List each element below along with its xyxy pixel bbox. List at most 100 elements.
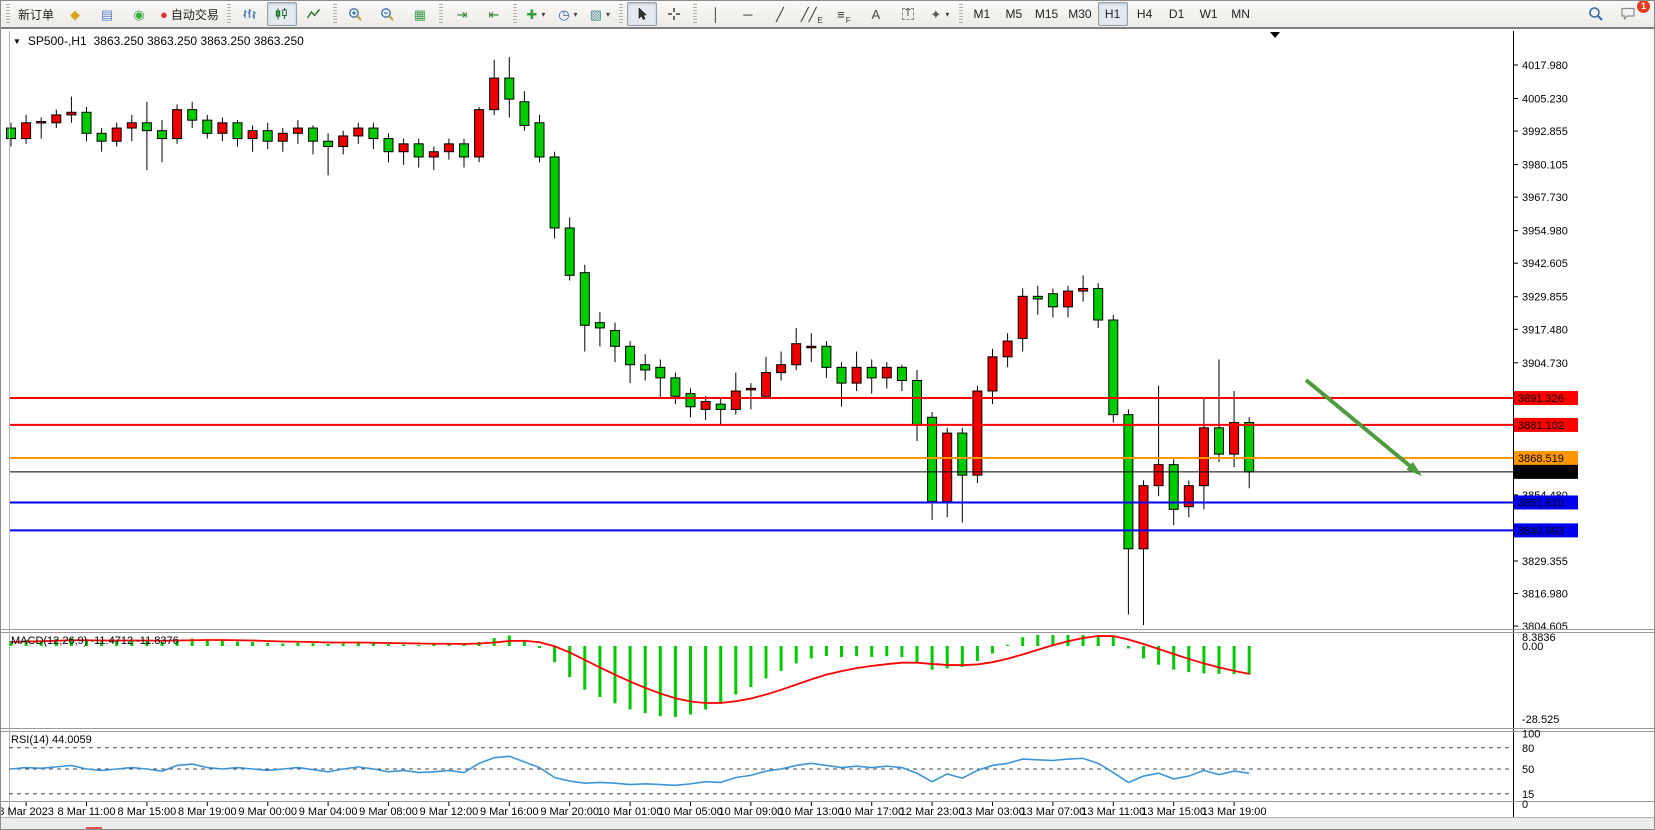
- svg-text:10 Mar 09:00: 10 Mar 09:00: [718, 806, 783, 818]
- timeframe-d1-button-label: D1: [1168, 7, 1185, 21]
- svg-text:0: 0: [1522, 799, 1528, 811]
- arrows-shapes-button[interactable]: ✦ ▾: [925, 2, 955, 26]
- dropdown-caret-icon[interactable]: ▾: [606, 9, 611, 19]
- svg-text:3980.105: 3980.105: [1522, 160, 1568, 172]
- timeframe-m30-button-label: M30: [1068, 7, 1092, 21]
- candles-icon: [274, 7, 289, 21]
- rsi-indicator-label: RSI(14) 44.0059: [11, 734, 92, 746]
- svg-text:3942.605: 3942.605: [1522, 258, 1568, 270]
- timeframe-m5-button[interactable]: M5: [999, 2, 1029, 26]
- timeframe-mn-button[interactable]: MN: [1226, 2, 1256, 26]
- new-chart-button[interactable]: ✚ ▾: [521, 2, 551, 26]
- price-axis[interactable]: 4017.980 4005.230 3992.855 3980.105 3967.730…: [1513, 31, 1579, 817]
- timeframe-h4-button[interactable]: H4: [1130, 2, 1160, 26]
- timeframe-h1-button-label: H1: [1104, 7, 1121, 21]
- order-history-icon[interactable]: ◆: [60, 2, 90, 26]
- signal-icon[interactable]: ◉: [124, 2, 154, 26]
- svg-text:3904.730: 3904.730: [1522, 358, 1568, 370]
- timeframe-m1-button[interactable]: M1: [967, 2, 997, 26]
- svg-text:13 Mar 03:00: 13 Mar 03:00: [960, 806, 1025, 818]
- auto-scroll-glyph-icon: ⇤: [488, 6, 500, 22]
- bar-chart-button[interactable]: [235, 2, 265, 26]
- zoomin-icon: [348, 7, 363, 22]
- timeframe-h4-button-label: H4: [1136, 7, 1153, 21]
- svg-text:3816.980: 3816.980: [1522, 589, 1568, 601]
- period-clock-glyph-icon: ◷: [558, 6, 570, 22]
- auto-scroll-button[interactable]: ⇤: [479, 2, 509, 26]
- autotrading-button-label: 自动交易: [170, 7, 219, 22]
- zoomout-icon: [380, 7, 395, 22]
- timeframe-mn-button-label: MN: [1231, 7, 1250, 21]
- chart-window-icon[interactable]: ▤: [92, 2, 122, 26]
- timeframe-m15-button[interactable]: M15: [1031, 2, 1062, 26]
- time-axis[interactable]: 8 Mar 2023 8 Mar 11:00 8 Mar 15:00 8 Mar 19…: [1, 802, 1267, 818]
- svg-text:8 Mar 11:00: 8 Mar 11:00: [58, 806, 116, 818]
- chart-quotes: 3863.250 3863.250 3863.250 3863.250: [93, 34, 304, 48]
- toolbar-grip: [512, 4, 517, 24]
- period-clock-button[interactable]: ◷ ▾: [553, 2, 583, 26]
- trendline-button[interactable]: ╱: [765, 2, 795, 26]
- notifications-button[interactable]: [1613, 2, 1643, 26]
- dropdown-caret-icon[interactable]: ▾: [573, 9, 578, 19]
- svg-text:13 Mar 19:00: 13 Mar 19:00: [1202, 806, 1267, 818]
- macd-indicator-label: MACD(12,26,9) -11.4712 -11.8376: [11, 635, 179, 647]
- svg-text:3863.250: 3863.250: [1518, 467, 1564, 479]
- svg-text:13 Mar 07:00: 13 Mar 07:00: [1020, 806, 1085, 818]
- tile-windows-button[interactable]: ▦: [405, 2, 435, 26]
- svg-text:3881.102: 3881.102: [1518, 420, 1564, 432]
- candlestick-chart-button[interactable]: [266, 2, 297, 26]
- arrows-shapes-glyph-icon: ✦: [930, 6, 942, 22]
- dropdown-caret-icon[interactable]: ▾: [541, 9, 546, 19]
- horizontal-line-button[interactable]: ─: [733, 2, 763, 26]
- svg-text:3829.355: 3829.355: [1522, 556, 1568, 568]
- template-glyph-icon: ▧: [589, 6, 603, 22]
- new-order-button[interactable]: 新订单: [14, 2, 58, 26]
- dropdown-caret-icon[interactable]: ▾: [945, 9, 950, 19]
- svg-text:8 Mar 2023: 8 Mar 2023: [1, 806, 54, 818]
- svg-text:3804.605: 3804.605: [1522, 621, 1568, 633]
- timeframe-w1-button[interactable]: W1: [1194, 2, 1224, 26]
- timeframe-h1-button[interactable]: H1: [1097, 2, 1128, 26]
- timeframe-m15-button-label: M15: [1034, 7, 1059, 21]
- line-chart-button[interactable]: [299, 2, 329, 26]
- svg-text:8.3836: 8.3836: [1522, 632, 1556, 644]
- autotrading-button[interactable]: ● 自动交易: [156, 2, 223, 26]
- order-history-icon-glyph-icon: ◆: [70, 6, 81, 22]
- template-button[interactable]: ▧ ▾: [585, 2, 615, 26]
- tile-windows-glyph-icon: ▦: [413, 6, 427, 22]
- text-glyph-icon: A: [871, 6, 881, 22]
- chat-icon: [1620, 6, 1637, 21]
- chart-title-bar: ▼ SP500-,H1 3863.250 3863.250 3863.250 3…: [13, 34, 304, 48]
- toolbar-grip: [618, 4, 623, 24]
- pane-separators[interactable]: [1, 31, 1655, 817]
- cursor-button[interactable]: [626, 2, 657, 26]
- notification-badge: 1: [1636, 1, 1651, 14]
- svg-text:100: 100: [1522, 729, 1540, 741]
- toolbar-grip: [332, 4, 337, 24]
- zoom-in-button[interactable]: [341, 2, 371, 26]
- scroll-to-end-glyph-icon: ⇥: [456, 6, 468, 22]
- svg-text:9 Mar 20:00: 9 Mar 20:00: [540, 806, 599, 818]
- timeframe-m30-button[interactable]: M30: [1064, 2, 1095, 26]
- svg-text:3917.480: 3917.480: [1522, 324, 1568, 336]
- vertical-line-glyph-icon: │: [711, 6, 720, 22]
- annotations: [1270, 32, 1422, 476]
- svg-text:50: 50: [1522, 764, 1534, 776]
- sub-letter: E: [817, 16, 823, 25]
- crosshair-button[interactable]: [659, 2, 689, 26]
- zoom-out-button[interactable]: [373, 2, 403, 26]
- text-label-button[interactable]: T: [893, 2, 923, 26]
- fibonacci-button[interactable]: ≡ F: [829, 2, 859, 26]
- text-button[interactable]: A: [861, 2, 891, 26]
- timeframe-d1-button[interactable]: D1: [1162, 2, 1192, 26]
- equidistant-channel-button[interactable]: ╱╱ E: [797, 2, 827, 26]
- trend-arrow-icon: [1406, 461, 1422, 476]
- search-button[interactable]: [1581, 2, 1611, 26]
- scroll-to-end-button[interactable]: ⇥: [447, 2, 477, 26]
- svg-text:9 Mar 16:00: 9 Mar 16:00: [480, 806, 539, 818]
- quick-trade-expander-icon[interactable]: ▼: [13, 36, 21, 46]
- svg-text:3851.610: 3851.610: [1518, 497, 1564, 509]
- vertical-line-button[interactable]: │: [701, 2, 731, 26]
